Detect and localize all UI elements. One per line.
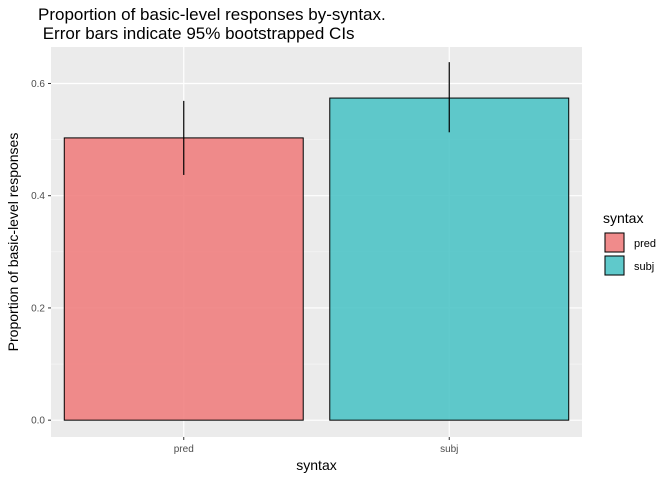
bar-pred [63, 137, 304, 421]
legend-label-pred: pred [634, 238, 656, 250]
x-axis: pred subj [174, 437, 458, 455]
y-tick-label: 0.0 [31, 416, 45, 427]
x-axis-title: syntax [296, 457, 336, 473]
bar-subj [329, 97, 570, 421]
y-tick-label: 0.6 [31, 79, 45, 90]
chart-title-line-1: Proportion of basic-level responses by-s… [38, 5, 386, 24]
y-tick-label: 0.2 [31, 303, 45, 314]
legend: syntax pred subj [603, 210, 656, 276]
bars [63, 97, 570, 421]
legend-swatch-subj [604, 255, 625, 276]
y-axis-title: Proportion of basic-level responses [5, 133, 21, 352]
x-tick-label: pred [174, 444, 194, 455]
legend-label-subj: subj [634, 261, 654, 273]
chart-title-line-2: Error bars indicate 95% bootstrapped CIs [38, 24, 355, 43]
error-bars [183, 62, 450, 175]
y-tick-label: 0.4 [31, 191, 45, 202]
y-axis: 0.0 0.2 0.4 0.6 [31, 79, 51, 427]
x-tick-label: subj [440, 444, 458, 455]
legend-title: syntax [603, 210, 643, 226]
legend-swatch-pred [604, 232, 625, 253]
